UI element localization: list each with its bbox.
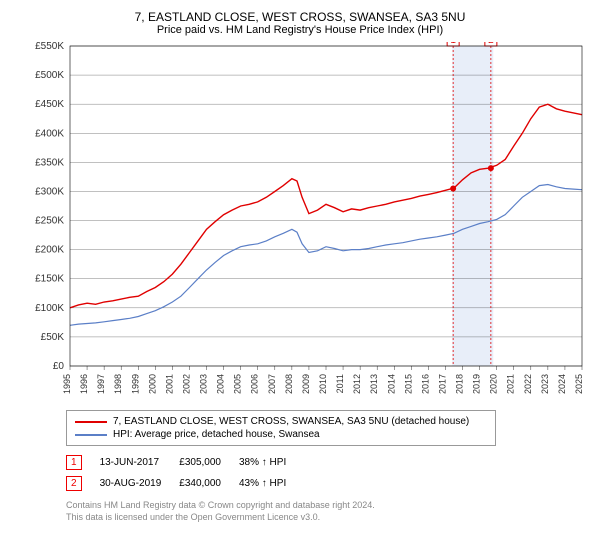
svg-text:1996: 1996 [79, 374, 89, 394]
svg-text:2005: 2005 [233, 374, 243, 394]
svg-text:1995: 1995 [62, 374, 72, 394]
svg-text:1997: 1997 [96, 374, 106, 394]
sale-marker-badge: 2 [66, 476, 82, 491]
svg-text:2018: 2018 [455, 374, 465, 394]
copyright-line-1: Contains HM Land Registry data © Crown c… [66, 500, 586, 512]
svg-text:£150K: £150K [35, 274, 64, 285]
svg-text:2: 2 [488, 42, 494, 46]
svg-text:2009: 2009 [301, 374, 311, 394]
svg-text:£50K: £50K [41, 332, 65, 343]
svg-text:2014: 2014 [386, 374, 396, 394]
sale-delta-vs-hpi: 43% ↑ HPI [239, 473, 304, 494]
svg-text:£500K: £500K [35, 70, 64, 81]
svg-text:1998: 1998 [113, 374, 123, 394]
svg-text:2019: 2019 [472, 374, 482, 394]
svg-text:2012: 2012 [352, 374, 362, 394]
svg-text:2017: 2017 [437, 374, 447, 394]
svg-text:£450K: £450K [35, 99, 64, 110]
chart-title: 7, EASTLAND CLOSE, WEST CROSS, SWANSEA, … [14, 10, 586, 24]
legend-row: 7, EASTLAND CLOSE, WEST CROSS, SWANSEA, … [75, 415, 487, 428]
svg-text:£0: £0 [53, 361, 65, 372]
legend-label: 7, EASTLAND CLOSE, WEST CROSS, SWANSEA, … [113, 416, 469, 427]
svg-text:£100K: £100K [35, 303, 64, 314]
svg-text:2004: 2004 [216, 374, 226, 394]
svg-text:£200K: £200K [35, 245, 64, 256]
sale-price: £305,000 [179, 452, 239, 473]
svg-text:2000: 2000 [147, 374, 157, 394]
legend-swatch [75, 434, 107, 436]
svg-text:2020: 2020 [489, 374, 499, 394]
svg-text:2007: 2007 [267, 374, 277, 394]
sale-price: £340,000 [179, 473, 239, 494]
svg-text:£250K: £250K [35, 216, 64, 227]
svg-text:2003: 2003 [199, 374, 209, 394]
svg-text:2011: 2011 [335, 374, 345, 393]
svg-text:1: 1 [450, 42, 456, 46]
sale-row: 2 30-AUG-2019£340,00043% ↑ HPI [66, 473, 304, 494]
sale-row: 1 13-JUN-2017£305,00038% ↑ HPI [66, 452, 304, 473]
svg-text:1999: 1999 [130, 374, 140, 394]
svg-text:2001: 2001 [164, 374, 174, 394]
sale-delta-vs-hpi: 38% ↑ HPI [239, 452, 304, 473]
svg-text:2010: 2010 [318, 374, 328, 394]
legend-row: HPI: Average price, detached house, Swan… [75, 428, 487, 441]
svg-text:2016: 2016 [420, 374, 430, 394]
sale-date: 13-JUN-2017 [100, 452, 180, 473]
sales-table: 1 13-JUN-2017£305,00038% ↑ HPI 2 30-AUG-201… [66, 452, 586, 494]
copyright-notice: Contains HM Land Registry data © Crown c… [66, 500, 586, 523]
sale-marker-badge: 1 [66, 455, 82, 470]
legend-label: HPI: Average price, detached house, Swan… [113, 429, 320, 440]
svg-text:£550K: £550K [35, 42, 64, 52]
chart-subtitle: Price paid vs. HM Land Registry's House … [14, 24, 586, 36]
svg-text:2015: 2015 [403, 374, 413, 394]
sale-date: 30-AUG-2019 [100, 473, 180, 494]
chart-area: £0 £50K £100K £150K £200K £250K £300K £350K £400… [14, 42, 586, 402]
copyright-line-2: This data is licensed under the Open Gov… [66, 512, 586, 524]
svg-text:£300K: £300K [35, 186, 64, 197]
svg-text:2024: 2024 [557, 374, 567, 394]
svg-text:2025: 2025 [574, 374, 584, 394]
svg-text:2021: 2021 [506, 374, 516, 394]
svg-text:2022: 2022 [523, 374, 533, 394]
legend-swatch [75, 421, 107, 423]
svg-text:2006: 2006 [250, 374, 260, 394]
svg-text:2013: 2013 [369, 374, 379, 394]
svg-text:2008: 2008 [284, 374, 294, 394]
svg-text:2023: 2023 [540, 374, 550, 394]
line-chart: £0 £50K £100K £150K £200K £250K £300K £350K £400… [14, 42, 586, 402]
svg-text:£400K: £400K [35, 128, 64, 139]
svg-text:£350K: £350K [35, 157, 64, 168]
legend: 7, EASTLAND CLOSE, WEST CROSS, SWANSEA, … [66, 410, 496, 446]
svg-text:2002: 2002 [181, 374, 191, 394]
